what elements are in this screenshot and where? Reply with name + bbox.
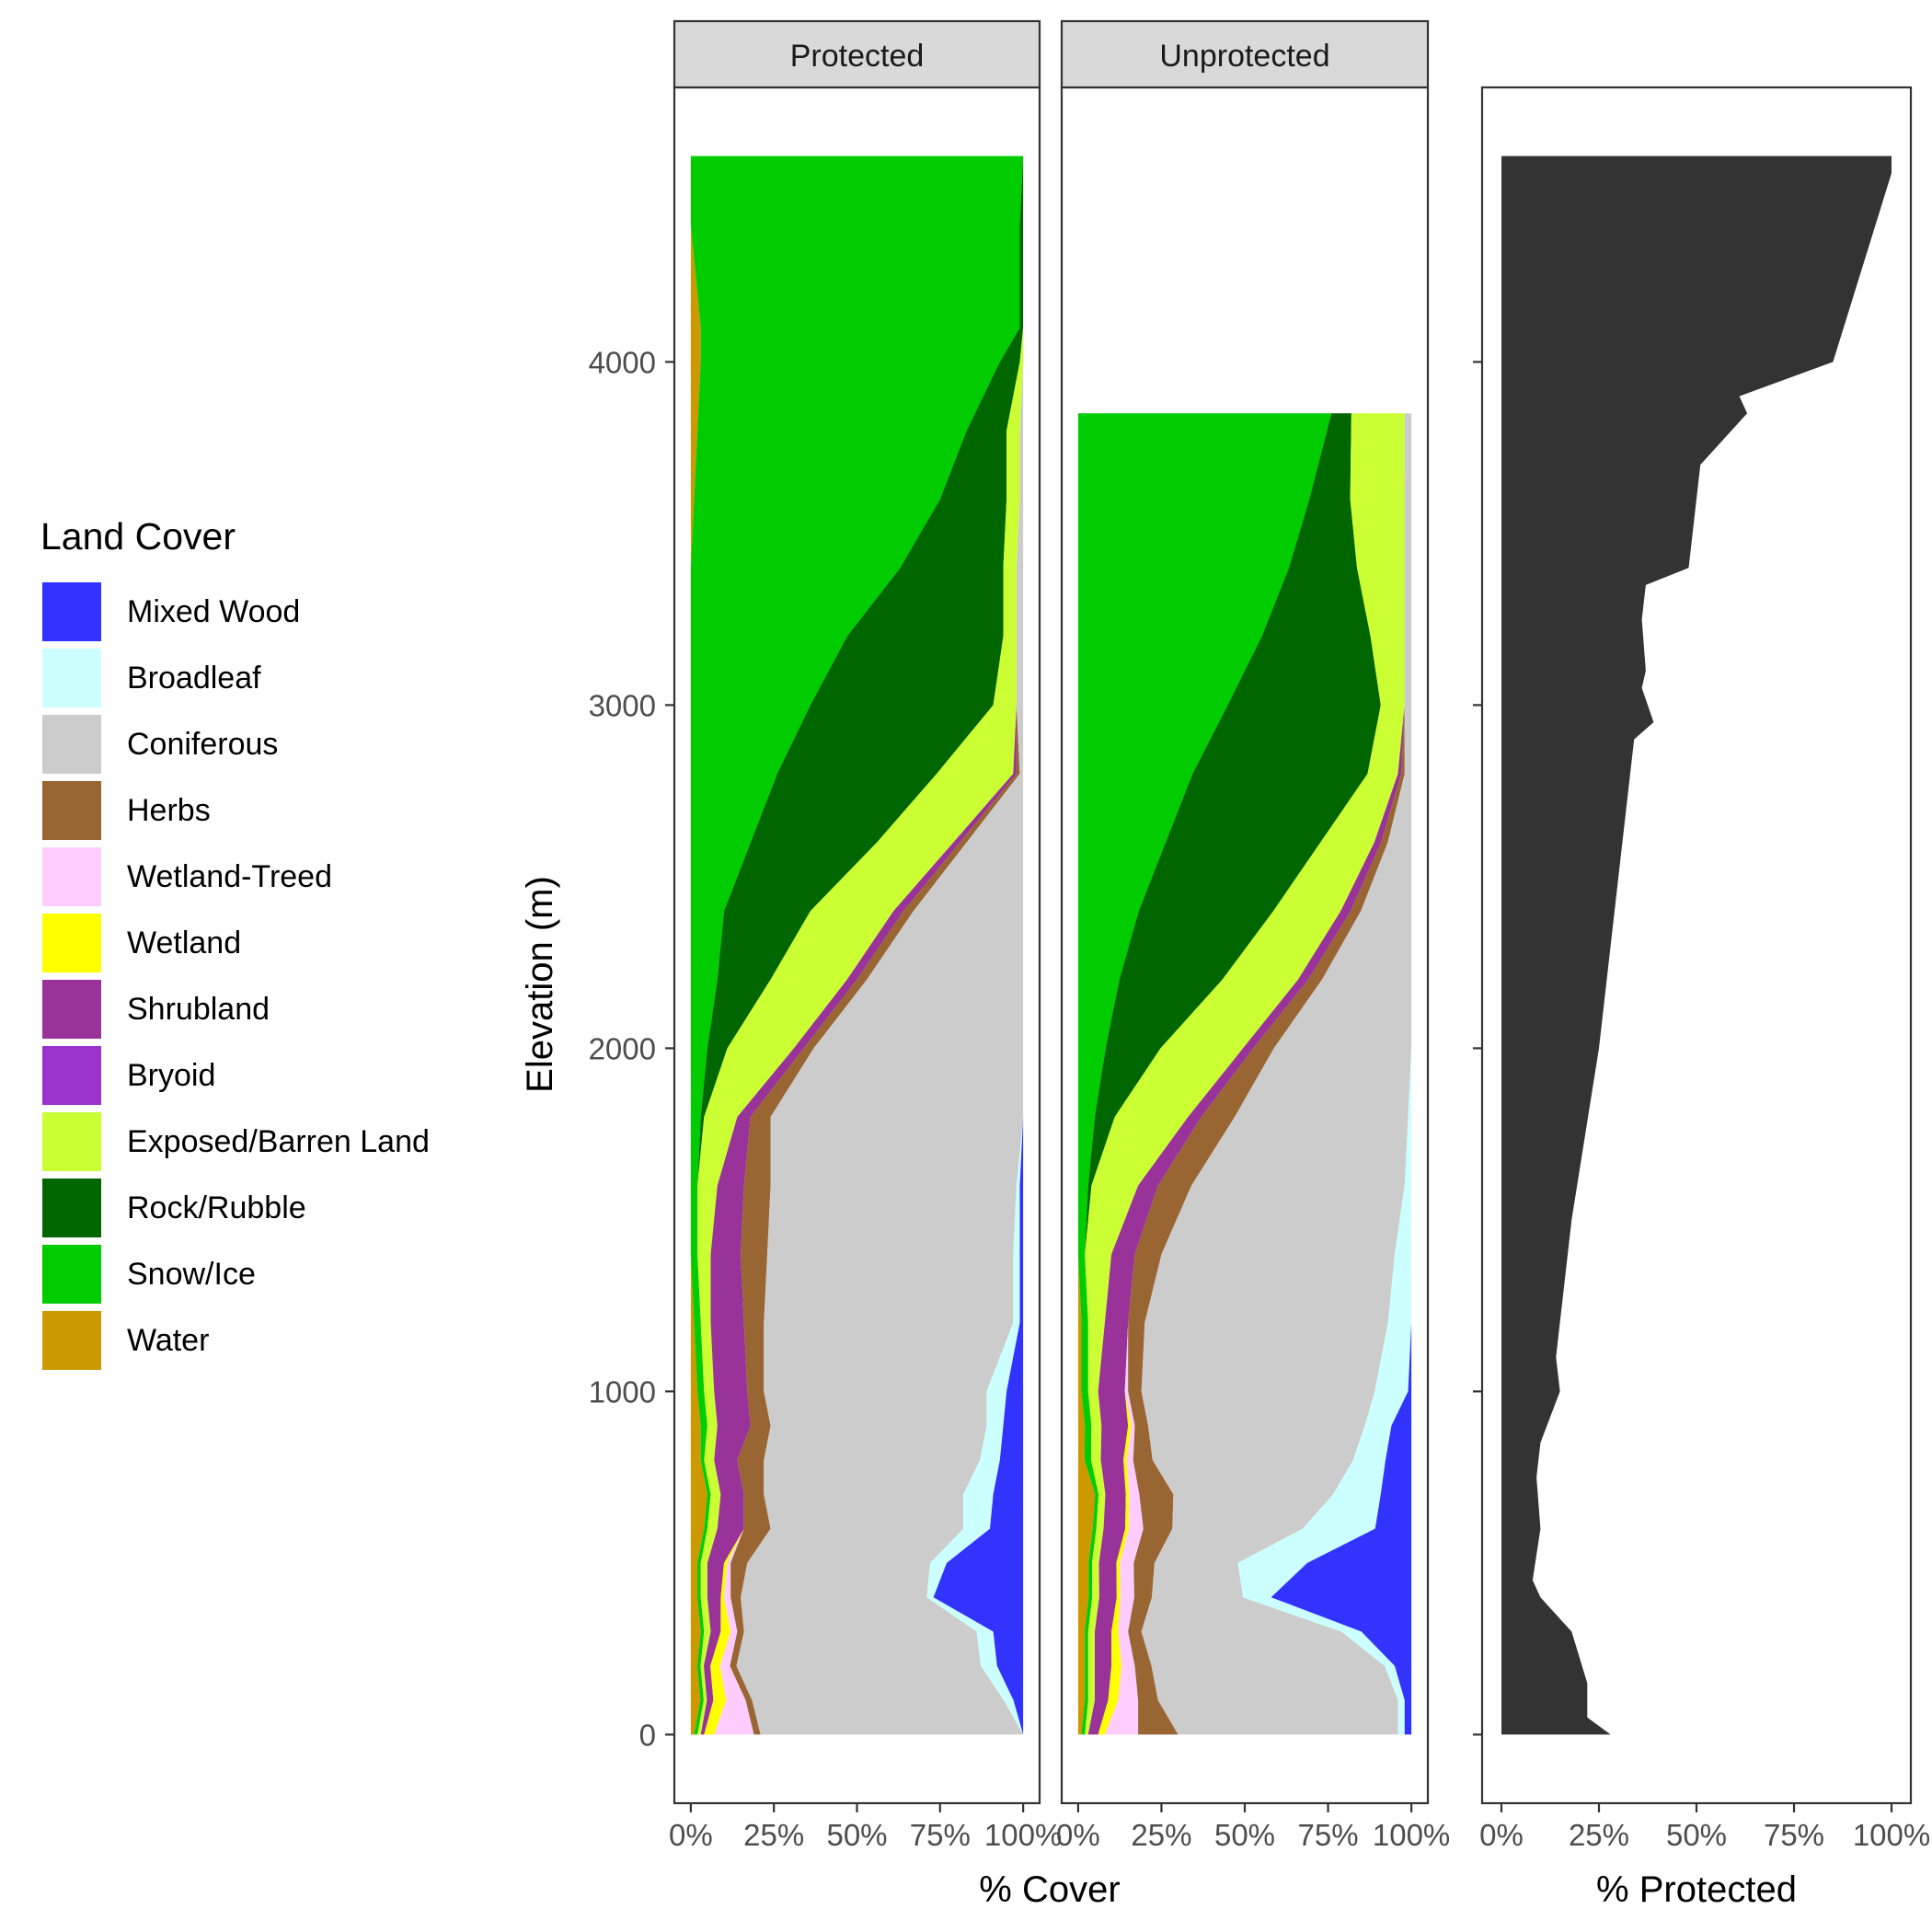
- x-tick-label: 75%: [1764, 1818, 1824, 1852]
- legend-item-wetland-treed: Wetland-Treed: [40, 844, 519, 910]
- legend-item-exposed-barren-land: Exposed/Barren Land: [40, 1109, 519, 1175]
- legend-item-coniferous: Coniferous: [40, 711, 519, 777]
- legend-item-mixed-wood: Mixed Wood: [40, 579, 519, 645]
- legend-swatch: [40, 713, 103, 776]
- legend-item-snow-ice: Snow/Ice: [40, 1241, 519, 1307]
- legend-swatch: [40, 1110, 103, 1173]
- legend: Land Cover Mixed Wood Broadleaf Coniferous…: [40, 515, 519, 1374]
- legend-swatch: [40, 1309, 103, 1372]
- stacked-areas: [1077, 413, 1412, 1735]
- y-tick-label: 4000: [589, 345, 656, 379]
- x-tick-label: 25%: [743, 1818, 804, 1852]
- y-axis-title: Elevation (m): [520, 876, 560, 1093]
- legend-label: Exposed/Barren Land: [127, 1123, 430, 1159]
- area-percent-protected: [1501, 155, 1892, 1735]
- legend-swatch: [40, 779, 103, 842]
- panel-unprotected: Unprotected 0% 25% 50% 75% 100%: [1056, 19, 1450, 1852]
- x-tick-label: 100%: [984, 1818, 1062, 1852]
- legend-item-herbs: Herbs: [40, 777, 519, 844]
- legend-label: Wetland: [127, 925, 242, 960]
- legend-label: Bryoid: [127, 1057, 216, 1093]
- x-tick-label: 0%: [1056, 1818, 1100, 1852]
- legend-swatch: [40, 1044, 103, 1107]
- legend-item-rock-rubble: Rock/Rubble: [40, 1175, 519, 1241]
- legend-item-water: Water: [40, 1307, 519, 1374]
- area-snow-ice: [690, 155, 1024, 1735]
- area-mixed-wood: [933, 155, 1024, 1735]
- x-tick-label: 75%: [910, 1818, 971, 1852]
- legend-swatch: [40, 978, 103, 1041]
- area-snow-ice: [1077, 413, 1332, 1735]
- x-tick-label: 0%: [669, 1818, 713, 1852]
- legend-swatch: [40, 1177, 103, 1239]
- legend-swatch: [40, 647, 103, 709]
- facet-label: Protected: [790, 39, 925, 74]
- legend-label: Snow/Ice: [127, 1256, 256, 1292]
- panel-percent-protected: 0% 25% 50% 75% 100%: [1473, 86, 1930, 1852]
- legend-label: Wetland-Treed: [127, 858, 332, 894]
- x-tick-label: 50%: [1214, 1818, 1275, 1852]
- facet-strip: [1060, 19, 1430, 89]
- area-water: [1077, 413, 1096, 1735]
- y-axis: 0 1000 2000 3000 4000: [589, 345, 674, 1752]
- area-broadleaf: [926, 155, 1024, 1735]
- area-exposed-barren-land: [1085, 413, 1405, 1735]
- y-tick-label: 2000: [589, 1031, 656, 1065]
- area-water: [690, 155, 707, 1735]
- legend-label: Shrubland: [127, 991, 270, 1027]
- facet-label: Unprotected: [1159, 39, 1329, 74]
- legend-label: Water: [127, 1322, 210, 1358]
- legend-title: Land Cover: [40, 515, 236, 558]
- x-axis-title-cover: % Cover: [979, 1869, 1120, 1910]
- legend-swatch: [40, 912, 103, 974]
- area-exposed-barren-land: [697, 155, 1024, 1735]
- legend-items: Mixed Wood Broadleaf Coniferous Herbs Wetlan…: [40, 579, 519, 1374]
- legend-swatch: [40, 1243, 103, 1305]
- area-mixed-wood: [1271, 413, 1412, 1735]
- legend-swatch: [40, 845, 103, 908]
- legend-label: Herbs: [127, 792, 211, 828]
- facet-strip: [673, 19, 1041, 89]
- legend-label: Coniferous: [127, 726, 279, 762]
- legend-item-wetland: Wetland: [40, 910, 519, 976]
- x-axis-title-protected: % Protected: [1596, 1869, 1797, 1910]
- x-tick-label: 0%: [1479, 1818, 1524, 1852]
- x-tick-label: 25%: [1569, 1818, 1629, 1852]
- y-tick-label: 1000: [589, 1374, 656, 1409]
- legend-item-broadleaf: Broadleaf: [40, 645, 519, 711]
- area-rock-rubble: [1085, 413, 1381, 1735]
- y-tick-label: 3000: [589, 688, 656, 722]
- legend-item-shrubland: Shrubland: [40, 976, 519, 1042]
- x-tick-label: 50%: [1666, 1818, 1727, 1852]
- legend-swatch: [40, 581, 103, 643]
- area-coniferous: [736, 155, 1024, 1735]
- legend-label: Broadleaf: [127, 660, 261, 696]
- stacked-areas: [690, 155, 1024, 1735]
- legend-item-bryoid: Bryoid: [40, 1042, 519, 1109]
- x-tick-label: 75%: [1298, 1818, 1359, 1852]
- area-coniferous: [1141, 413, 1412, 1735]
- legend-label: Rock/Rubble: [127, 1190, 306, 1225]
- legend-label: Mixed Wood: [127, 593, 301, 629]
- x-tick-label: 25%: [1131, 1818, 1191, 1852]
- x-tick-label: 100%: [1373, 1818, 1450, 1852]
- y-tick-label: 0: [639, 1718, 656, 1752]
- x-tick-label: 50%: [826, 1818, 887, 1852]
- panel-protected: Protected 0% 25% 50% 75% 100%: [669, 19, 1062, 1852]
- x-tick-label: 100%: [1853, 1818, 1930, 1852]
- area-rock-rubble: [697, 155, 1024, 1735]
